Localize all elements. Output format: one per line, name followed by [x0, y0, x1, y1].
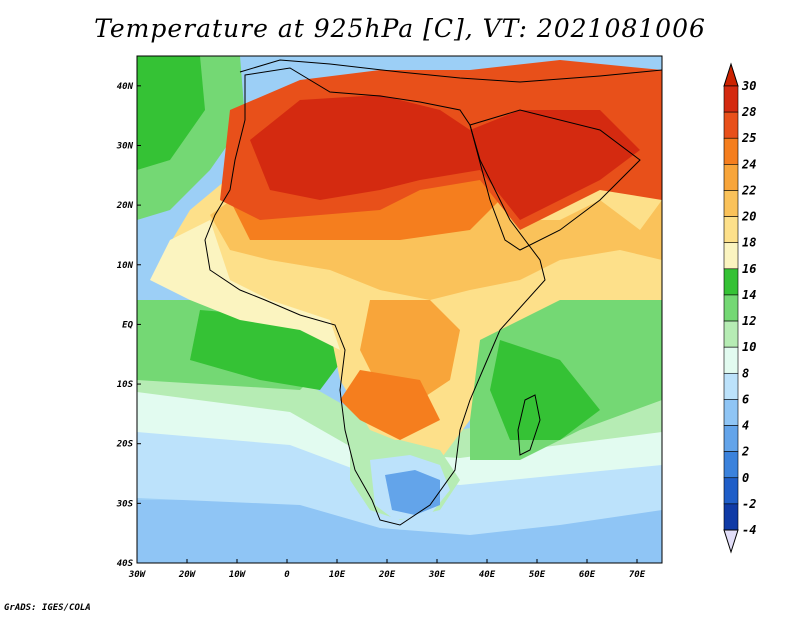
map-frame [136, 55, 663, 564]
lon-label: 40E [479, 570, 496, 580]
colorbar-label: 22 [741, 183, 756, 197]
europe-coast [239, 59, 662, 83]
lat-label: 20N [116, 201, 134, 211]
field-warm-24b [340, 370, 440, 440]
colorbar-swatch [723, 372, 739, 400]
colorbar-swatch [723, 190, 739, 217]
lon-label: 20W [178, 570, 197, 580]
colorbar-label: 24 [741, 157, 756, 171]
colorbar-label: -2 [742, 497, 756, 511]
colorbar-label: 16 [742, 262, 756, 276]
lat-axis: 40N 30N 20N 10N EQ 10S 20S 30S 40S [116, 82, 141, 569]
lon-label: 70E [629, 570, 646, 580]
field-warm-18 [150, 220, 340, 350]
colorbar-top-arrow [723, 62, 739, 87]
colorbar-label: 28 [741, 105, 756, 119]
lat-label: 40S [117, 559, 134, 569]
coastlines [204, 59, 662, 526]
lat-label: EQ [122, 320, 133, 330]
lon-label: 0 [284, 570, 290, 580]
colorbar-label: 4 [742, 419, 749, 433]
colorbar-swatch [723, 216, 739, 244]
colorbar-swatch [723, 346, 739, 374]
field-hot-30 [250, 95, 640, 220]
field-band-indian-b [490, 340, 600, 440]
field-south-6 [385, 470, 440, 515]
lat-label: 10N [117, 261, 134, 271]
lon-label: 60E [579, 570, 596, 580]
colorbar-label: 6 [742, 392, 749, 406]
colorbar-label: 18 [742, 236, 756, 250]
colorbar-label: 20 [741, 210, 756, 224]
colorbar-swatch [723, 85, 739, 113]
colorbar-swatch [723, 164, 739, 191]
lat-label: 10S [117, 380, 134, 390]
colorbar-label: -4 [742, 523, 756, 537]
grads-credit: GrADS: IGES/COLA [4, 603, 91, 613]
lat-label: 30S [116, 499, 134, 509]
colorbar-swatch [723, 399, 739, 426]
colorbar-swatch [723, 425, 739, 452]
colorbar-label: 10 [742, 340, 756, 354]
colorbar-swatch [723, 137, 739, 165]
colorbar-bottom-arrow [723, 529, 739, 554]
colorbar-swatch [723, 111, 739, 139]
colorbar-swatch [723, 268, 739, 296]
field-band-nw-b [137, 56, 205, 170]
colorbar-swatch [723, 294, 739, 322]
arabia-outline [469, 109, 641, 251]
lon-axis: 30W 20W 10W 0 10E 20E 30E 40E 50E 60E 70E [128, 559, 646, 580]
field-band-6 [137, 500, 662, 563]
colorbar-swatch [723, 503, 739, 531]
colorbar-label: 8 [742, 366, 749, 380]
lon-label: 10E [329, 570, 346, 580]
lon-label: 50E [529, 570, 546, 580]
colorbar-label: 30 [741, 79, 756, 93]
colorbar-swatch [723, 451, 739, 479]
colorbar-label: 12 [742, 314, 756, 328]
field-band-12 [137, 390, 662, 485]
lat-label: 40N [117, 82, 134, 92]
lat-label: 30N [116, 141, 134, 151]
lat-label: 20S [116, 440, 134, 450]
temperature-field [137, 56, 662, 563]
lon-label: 30W [128, 570, 147, 580]
lon-label: 20E [378, 570, 396, 580]
colorbar-label: 0 [742, 471, 749, 485]
africa-coastline [204, 67, 546, 526]
madagascar-outline [517, 394, 541, 456]
colorbar-swatch [723, 320, 739, 348]
map-title: Temperature at 925hPa [C], VT: 202108100… [94, 14, 706, 43]
colorbar-swatch [723, 477, 739, 505]
colorbar-label: 14 [742, 288, 756, 302]
lon-label: 30E [428, 570, 446, 580]
colorbar-label: 25 [741, 131, 756, 145]
colorbar-label: 2 [741, 445, 749, 459]
lon-label: 10W [229, 570, 247, 580]
colorbar-swatch [723, 242, 739, 270]
